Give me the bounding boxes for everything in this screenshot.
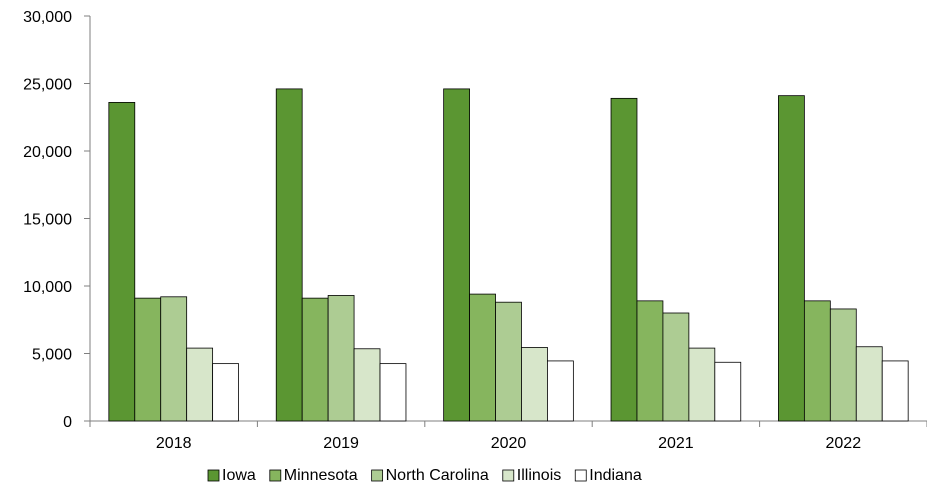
x-tick-label: 2019 [323,435,359,452]
y-tick-label: 10,000 [23,279,72,296]
bar-iowa-2019 [275,88,303,422]
legend-swatch [574,469,587,482]
bar-iowa-2020 [443,88,470,422]
bar-indiana-2022 [881,360,909,422]
x-tick-label: 2021 [658,435,694,452]
legend-label: Indiana [589,467,642,484]
bar-indiana-2018 [212,363,239,422]
y-tick-label: 0 [63,414,72,431]
legend-label: Iowa [222,467,256,484]
bar-illinois-2021 [688,347,716,422]
legend-label: Minnesota [284,467,358,484]
legend-swatch [269,469,282,482]
bar-indiana-2019 [379,363,407,422]
legend-label: Illinois [517,467,561,484]
y-axis: 0 5,000 10,000 15,000 20,000 25,000 30,000 [23,9,91,431]
bar-north-carolina-2022 [829,308,857,422]
bar-minnesota-2018 [134,297,162,422]
legend-swatch [502,469,515,482]
bar-minnesota-2020 [469,293,496,422]
y-tick-label: 15,000 [23,212,72,229]
legend-swatch [207,469,220,482]
legend-swatch [371,469,384,482]
legend-item-indiana: Indiana [574,467,642,484]
legend-label: North Carolina [386,467,489,484]
bar-minnesota-2021 [636,300,664,422]
legend-item-north-carolina: North Carolina [371,467,489,484]
y-tick-label: 5,000 [32,347,72,364]
x-tick-label: 2018 [156,435,192,452]
bars [108,88,909,422]
legend: Iowa Minnesota North Carolina Illinois India… [207,467,642,484]
y-tick-label: 25,000 [23,77,72,94]
bar-north-carolina-2020 [495,301,522,422]
x-axis: 2018 2019 2020 2021 2022 [89,420,927,452]
bar-minnesota-2022 [803,300,831,422]
bar-illinois-2022 [855,346,883,422]
x-tick-label: 2020 [491,435,527,452]
bar-north-carolina-2021 [662,312,690,422]
bar-north-carolina-2019 [327,295,355,422]
bar-iowa-2021 [610,97,638,422]
bar-north-carolina-2018 [160,296,188,422]
bar-illinois-2020 [521,347,548,422]
bar-iowa-2018 [108,102,136,422]
bar-indiana-2020 [547,360,574,422]
bar-iowa-2022 [778,95,805,422]
legend-item-minnesota: Minnesota [269,467,358,484]
x-tick-label: 2022 [826,435,862,452]
bar-illinois-2019 [353,348,381,422]
y-tick-label: 20,000 [23,144,72,161]
bar-illinois-2018 [186,347,214,422]
bar-indiana-2021 [714,361,742,422]
legend-item-illinois: Illinois [502,467,561,484]
legend-item-iowa: Iowa [207,467,256,484]
y-tick-label: 30,000 [23,9,72,26]
bar-minnesota-2019 [301,297,329,422]
